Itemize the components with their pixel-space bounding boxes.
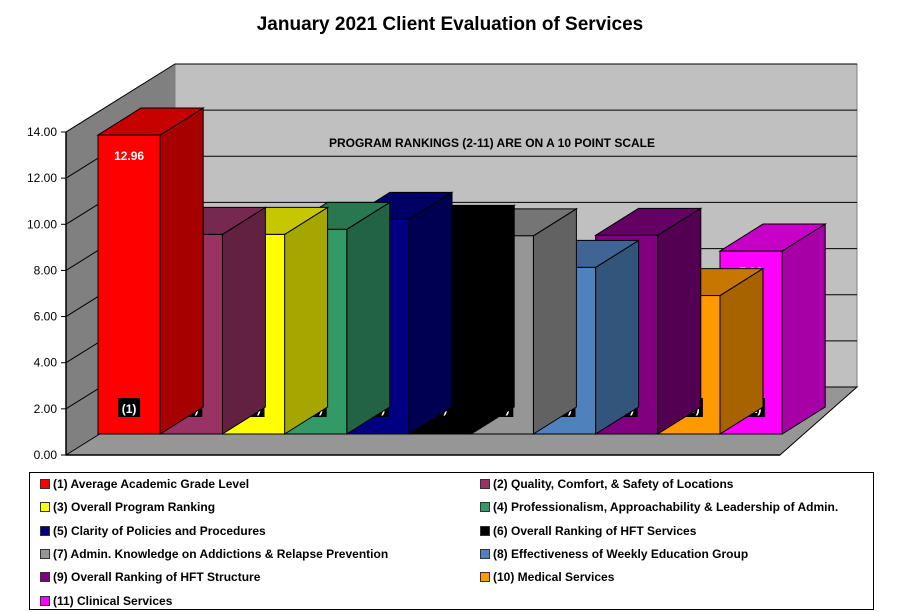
legend-label: (10) Medical Services [493, 570, 615, 585]
legend-swatch [40, 479, 50, 489]
legend-swatch [40, 572, 50, 583]
data-label: 12.96 [114, 149, 144, 163]
legend-item-2: (2) Quality, Comfort, & Safety of Locati… [480, 477, 733, 491]
legend-swatch [480, 572, 490, 583]
legend-item-6: (6) Overall Ranking of HFT Services [480, 524, 696, 538]
bar-side [470, 204, 515, 435]
bar-side [532, 207, 577, 435]
y-tick-label: 12.00 [27, 171, 57, 185]
bar-side [781, 223, 826, 435]
legend-label: (4) Professionalism, Approachability & L… [493, 500, 839, 515]
y-tick-label: 4.00 [34, 356, 58, 370]
bar-side [159, 107, 204, 435]
legend-swatch [40, 595, 50, 606]
bar-side [595, 239, 640, 435]
y-tick-label: 10.00 [27, 217, 57, 231]
bar-side [408, 191, 453, 435]
legend-swatch [480, 479, 490, 489]
legend-label: (6) Overall Ranking of HFT Services [493, 523, 697, 538]
legend-label: (11) Clinical Services [53, 593, 173, 608]
legend-item-5: (5) Clarity of Policies and Procedures [40, 524, 266, 538]
legend-item-7: (7) Admin. Knowledge on Addictions & Rel… [40, 547, 388, 561]
category-label: (1) [122, 402, 137, 416]
legend-swatch [480, 525, 490, 536]
legend-label: (3) Overall Program Ranking [53, 500, 216, 515]
legend-label: (8) Effectiveness of Weekly Education Gr… [493, 546, 749, 561]
bars: 7.93(11)6.00(10)8.61(9)7.22(8)8.59(7)8.7… [96, 107, 827, 435]
gridline-side [65, 63, 176, 133]
legend-swatch [40, 502, 50, 513]
y-tick-label: 6.00 [34, 310, 58, 324]
bar-1: 12.96 (1) [96, 107, 205, 435]
legend-label: (2) Quality, Comfort, & Safety of Locati… [493, 477, 734, 491]
bar-side [221, 206, 266, 435]
bar-front [97, 134, 161, 435]
bar-side [346, 201, 391, 435]
y-tick-label: 0.00 [34, 448, 58, 462]
legend-item-1: (1) Average Academic Grade Level [40, 477, 249, 491]
legend-label: (9) Overall Ranking of HFT Structure [53, 570, 261, 585]
legend-item-8: (8) Effectiveness of Weekly Education Gr… [480, 547, 748, 561]
y-axis: 0.00 2.00 4.00 6.00 8.00 10.00 12.00 14.00 [27, 125, 67, 462]
legend-item-3: (3) Overall Program Ranking [40, 500, 215, 514]
legend-swatch [480, 548, 490, 559]
legend-item-4: (4) Professionalism, Approachability & L… [480, 500, 838, 514]
category-label-bg [118, 398, 141, 417]
y-tick-label: 8.00 [34, 263, 58, 277]
legend-label: (7) Admin. Knowledge on Addictions & Rel… [53, 546, 389, 561]
chart-title: January 2021 Client Evaluation of Servic… [256, 14, 644, 35]
y-tick-label: 14.00 [27, 125, 57, 139]
legend-swatch [40, 548, 50, 559]
bar-side [719, 267, 764, 435]
legend-label: (5) Clarity of Policies and Procedures [53, 523, 266, 538]
bar-side [284, 206, 329, 435]
legend-item-9: (9) Overall Ranking of HFT Structure [40, 570, 260, 584]
legend-item-10: (10) Medical Services [480, 570, 614, 584]
y-tick-label: 2.00 [34, 402, 58, 416]
scale-annotation: PROGRAM RANKINGS (2-11) ARE ON A 10 POIN… [329, 136, 655, 150]
legend-swatch [40, 525, 50, 536]
legend-label: (1) Average Academic Grade Level [53, 477, 250, 491]
legend-item-11: (11) Clinical Services [40, 594, 172, 608]
chart-plot: PROGRAM RANKINGS (2-11) ARE ON A 10 POIN… [27, 63, 859, 462]
legend-swatch [480, 502, 490, 513]
bar-side [657, 207, 702, 435]
legend: (1) Average Academic Grade Level (2) Qual… [29, 472, 874, 610]
